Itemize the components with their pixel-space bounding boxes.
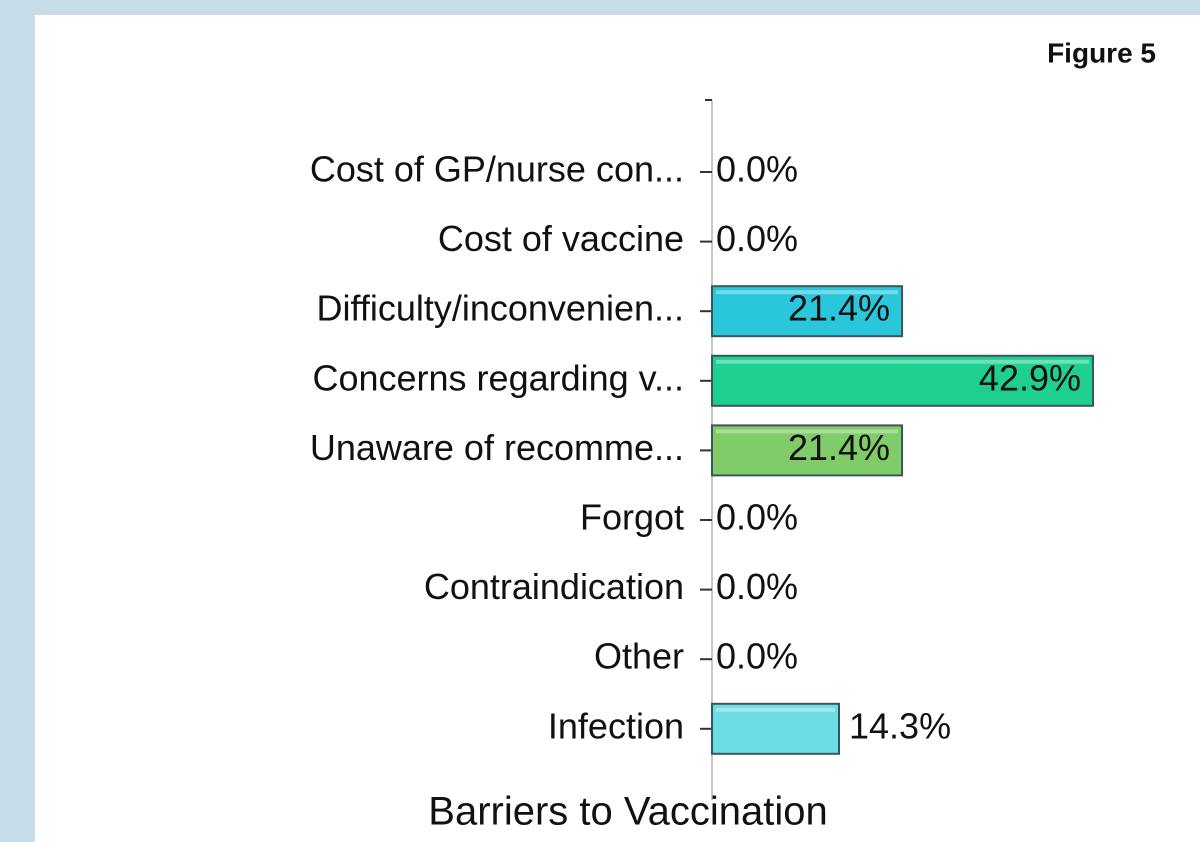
value-label: 0.0% [716, 497, 798, 538]
bar-highlight [716, 359, 1089, 364]
value-label: 0.0% [716, 218, 798, 259]
y-tick-label: Concerns regarding v... [312, 357, 684, 398]
bar [711, 424, 904, 477]
panel [35, 15, 1200, 842]
y-tick-label: Forgot [580, 497, 684, 538]
bar [711, 354, 1094, 407]
y-tick-label: Contraindication [424, 566, 684, 607]
value-label: 21.4% [788, 427, 890, 468]
y-tick-label: Cost of vaccine [438, 218, 684, 259]
bar [711, 285, 904, 338]
value-label: 14.3% [849, 705, 951, 746]
value-label: 0.0% [716, 566, 798, 607]
figure-label: Figure 5 [1047, 37, 1156, 68]
chart-title: Barriers to Vaccination [428, 790, 827, 834]
value-label: 21.4% [788, 288, 890, 329]
value-label: 0.0% [716, 149, 798, 190]
y-tick-label: Infection [548, 705, 684, 746]
value-label: 42.9% [979, 357, 1081, 398]
y-tick-label: Unaware of recomme... [310, 427, 684, 468]
bar-highlight [716, 429, 899, 434]
y-tick-label: Cost of GP/nurse con... [310, 149, 684, 190]
y-tick-label: Difficulty/inconvenien... [316, 288, 684, 329]
bar-highlight [716, 707, 835, 712]
bar-highlight [716, 290, 899, 295]
value-label: 0.0% [716, 636, 798, 677]
y-tick-label: Other [594, 636, 684, 677]
bar [711, 702, 840, 755]
